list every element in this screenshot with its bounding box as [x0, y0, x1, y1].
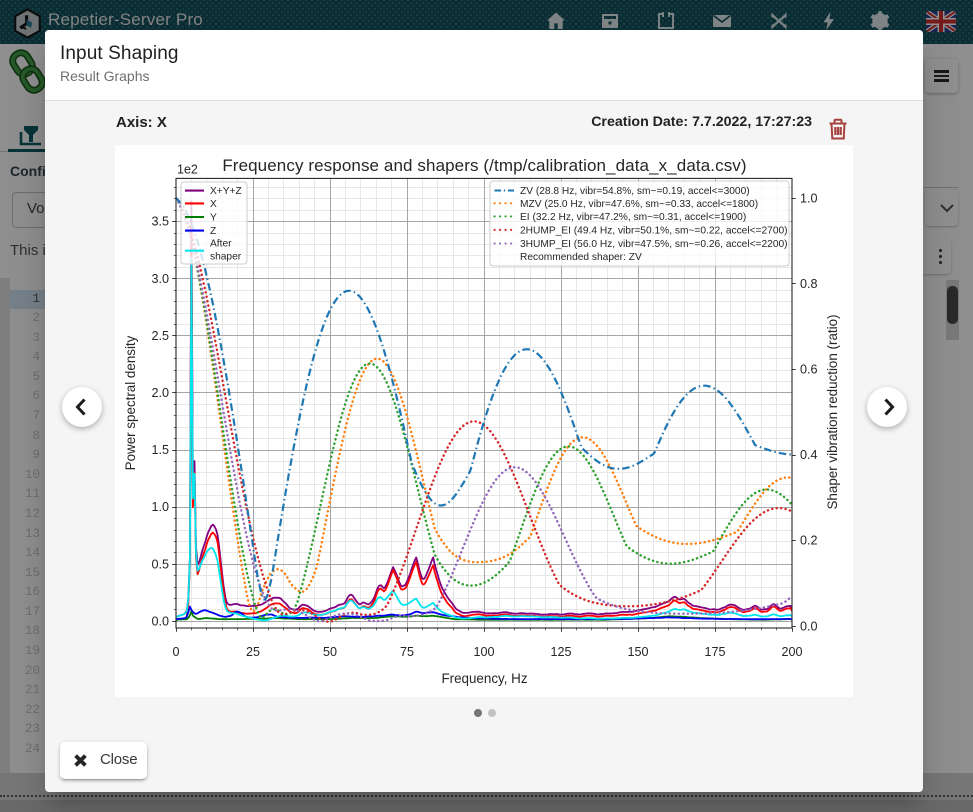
svg-text:0.0: 0.0 — [151, 614, 169, 628]
svg-text:100: 100 — [473, 645, 494, 659]
svg-text:3HUMP_EI (56.0 Hz, vibr=47.5%,: 3HUMP_EI (56.0 Hz, vibr=47.5%, sm~=0.26,… — [520, 239, 788, 250]
svg-text:Z: Z — [210, 226, 216, 237]
svg-text:Recommended shaper: ZV: Recommended shaper: ZV — [520, 252, 642, 263]
svg-text:125: 125 — [550, 645, 571, 659]
svg-text:Shaper vibration reduction (ra: Shaper vibration reduction (ratio) — [825, 314, 840, 509]
svg-text:0.2: 0.2 — [800, 534, 818, 548]
svg-text:1.0: 1.0 — [151, 500, 169, 514]
svg-text:75: 75 — [400, 645, 414, 659]
svg-text:Frequency, Hz: Frequency, Hz — [441, 671, 527, 686]
svg-text:Y: Y — [210, 213, 217, 224]
svg-text:50: 50 — [323, 645, 337, 659]
svg-text:175: 175 — [704, 645, 725, 659]
svg-text:0.8: 0.8 — [800, 277, 818, 291]
svg-text:X: X — [210, 199, 217, 210]
svg-text:1.0: 1.0 — [800, 191, 818, 205]
svg-text:150: 150 — [627, 645, 648, 659]
svg-text:25: 25 — [246, 645, 260, 659]
svg-text:EI (32.2 Hz, vibr=47.2%, sm~=0: EI (32.2 Hz, vibr=47.2%, sm~=0.31, accel… — [520, 212, 746, 223]
svg-text:0.4: 0.4 — [800, 448, 818, 462]
svg-text:2.5: 2.5 — [151, 329, 169, 343]
svg-text:After: After — [210, 239, 232, 250]
svg-text:0: 0 — [172, 645, 179, 659]
svg-text:0.6: 0.6 — [800, 363, 818, 377]
svg-text:Power spectral density: Power spectral density — [123, 335, 138, 470]
svg-text:3.0: 3.0 — [151, 272, 169, 286]
svg-text:3.5: 3.5 — [151, 215, 169, 229]
svg-text:Frequency response and shapers: Frequency response and shapers (/tmp/cal… — [222, 156, 746, 175]
svg-text:shaper: shaper — [210, 252, 242, 263]
svg-text:0.0: 0.0 — [800, 619, 818, 633]
svg-text:X+Y+Z: X+Y+Z — [210, 186, 242, 197]
svg-text:MZV (25.0 Hz, vibr=47.6%, sm~=: MZV (25.0 Hz, vibr=47.6%, sm~=0.33, acce… — [520, 199, 758, 210]
svg-text:1.5: 1.5 — [151, 443, 169, 457]
svg-text:200: 200 — [781, 645, 802, 659]
svg-text:1e2: 1e2 — [177, 163, 198, 177]
svg-text:2.0: 2.0 — [151, 386, 169, 400]
svg-text:ZV (28.8 Hz, vibr=54.8%, sm~=0: ZV (28.8 Hz, vibr=54.8%, sm~=0.19, accel… — [520, 186, 750, 197]
svg-text:2HUMP_EI (49.4 Hz, vibr=50.1%,: 2HUMP_EI (49.4 Hz, vibr=50.1%, sm~=0.22,… — [520, 226, 788, 237]
svg-text:0.5: 0.5 — [151, 557, 169, 571]
